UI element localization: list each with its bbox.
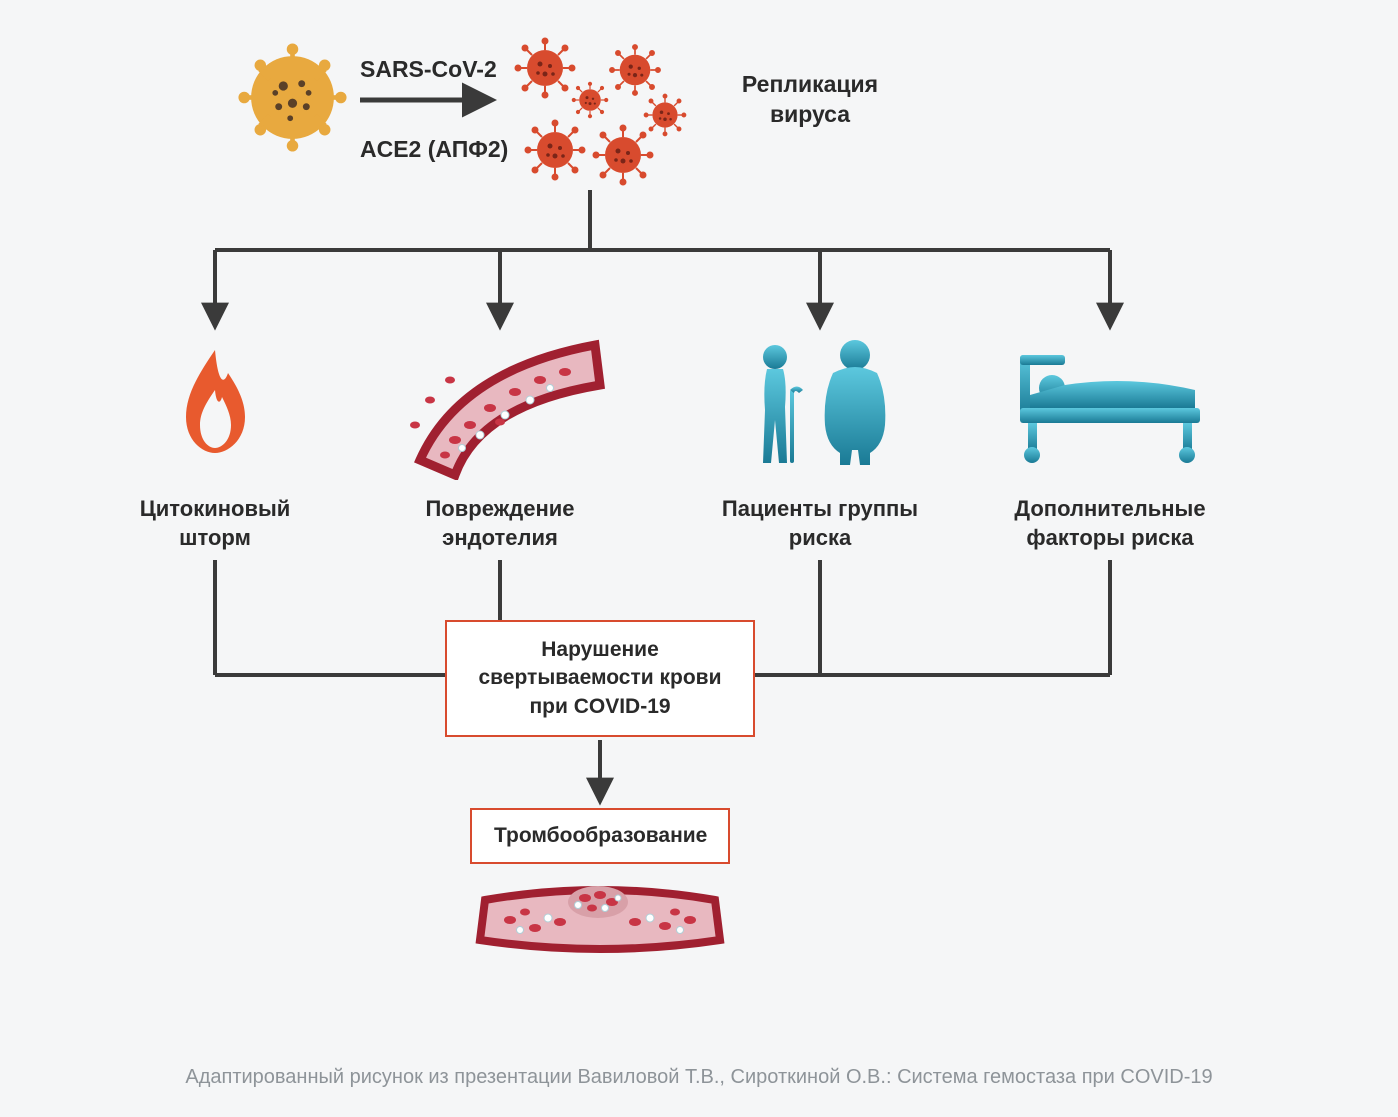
thrombosis-box: Тромбообразование <box>470 808 730 864</box>
vessel-icon <box>400 330 610 485</box>
branch-label-1: Повреждение эндотелия <box>400 495 600 552</box>
covid-hemostasis-diagram: SARS-CoV-2 ACE2 (АПФ2) Репликация вируса… <box>0 0 1398 1117</box>
receptor-label: ACE2 (АПФ2) <box>360 135 508 165</box>
branch-label-2: Пациенты группы риска <box>720 495 920 552</box>
replication-label: Репликация вируса <box>720 70 900 130</box>
branch-label-0: Цитокиновый шторм <box>120 495 310 552</box>
virus-cluster-icon <box>505 30 695 200</box>
patients-icon <box>745 335 900 475</box>
hospital-bed-icon <box>1010 340 1210 470</box>
coagulation-box: Нарушение свертываемости крови при COVID… <box>445 620 755 737</box>
thrombus-vessel-icon <box>470 870 730 970</box>
branch-label-3: Дополнительные факторы риска <box>990 495 1230 552</box>
virus-large-icon <box>235 40 350 160</box>
virus-name-label: SARS-CoV-2 <box>360 55 497 85</box>
flame-icon <box>178 345 253 460</box>
citation-text: Адаптированный рисунок из презентации Ва… <box>0 1066 1398 1089</box>
